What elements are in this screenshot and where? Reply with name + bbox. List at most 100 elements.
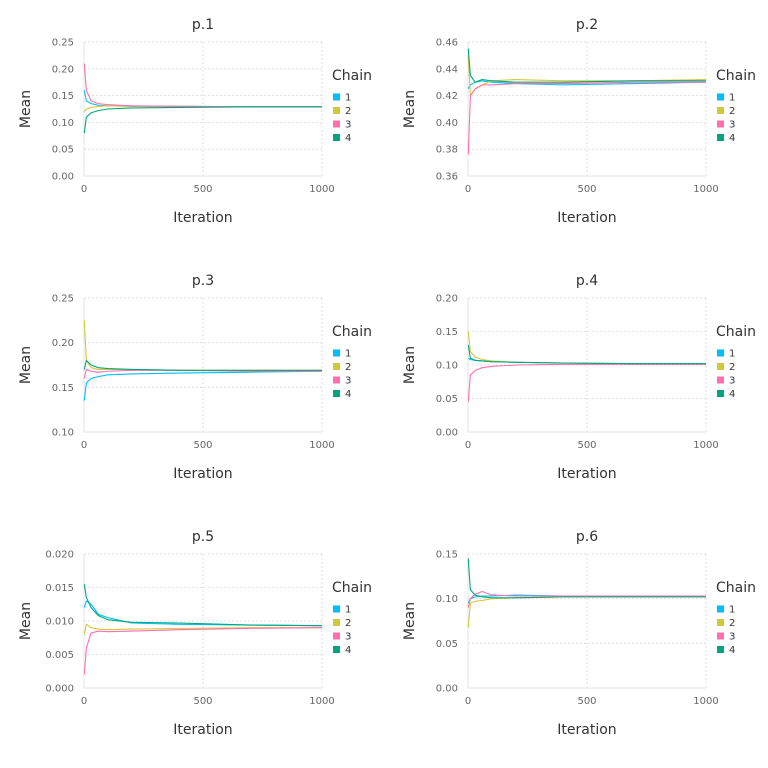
x-tick-label: 0 [465, 440, 471, 451]
y-axis-label: Mean [402, 602, 418, 640]
y-tick-label: 0.44 [436, 64, 458, 75]
x-tick-label: 0 [465, 184, 471, 195]
chart-panel-6: 0.00 0.05 0.10 0.15 0 500 1000 p.6 Iteration Mean… [402, 529, 756, 738]
chart-title: p.4 [576, 273, 598, 289]
x-tick-label: 500 [577, 440, 596, 451]
legend: Chain 1 2 3 4 [716, 324, 756, 400]
y-tick-label: 0.10 [436, 361, 458, 372]
x-tick-label: 0 [465, 696, 471, 707]
legend-label: 3 [729, 632, 735, 643]
chart-title: p.3 [192, 273, 214, 289]
x-tick-label: 500 [193, 440, 212, 451]
chart-title: p.5 [192, 529, 214, 545]
x-axis-label: Iteration [173, 466, 232, 482]
series-line-chain-3 [83, 63, 322, 108]
legend: Chain 1 2 3 4 [332, 324, 372, 400]
legend-swatch-chain-4 [717, 134, 724, 141]
y-tick-label: 0.00 [436, 428, 458, 439]
x-tick-label: 500 [193, 696, 212, 707]
legend-swatch-chain-4 [333, 390, 340, 397]
legend-label: 4 [345, 645, 351, 656]
legend-label: 3 [345, 376, 351, 387]
y-tick-label: 0.38 [436, 145, 458, 156]
legend-swatch-chain-1 [333, 93, 340, 101]
series-line-chain-2 [83, 623, 322, 635]
chart-panel-4: 0.00 0.05 0.10 0.15 0.20 0 500 1000 p.4 Iteration… [402, 273, 756, 482]
legend-swatch-chain-4 [333, 134, 340, 141]
x-tick-label: 1000 [693, 184, 718, 195]
y-tick-label: 0.25 [52, 38, 74, 49]
legend-swatch-chain-2 [333, 107, 340, 114]
legend-title: Chain [716, 324, 756, 340]
y-tick-label: 0.05 [52, 145, 74, 156]
legend-swatch-chain-1 [717, 605, 724, 613]
legend-label: 2 [345, 362, 351, 373]
y-tick-label: 0.15 [436, 327, 458, 338]
y-tick-label: 0.010 [45, 617, 74, 628]
legend-swatch-chain-2 [717, 363, 724, 370]
series-line-chain-4 [467, 558, 706, 599]
legend-label: 1 [729, 605, 735, 616]
x-tick-label: 0 [81, 440, 87, 451]
legend-label: 4 [729, 389, 735, 400]
legend-label: 3 [345, 120, 351, 131]
legend-swatch-chain-1 [333, 349, 340, 357]
legend-swatch-chain-1 [333, 605, 340, 613]
chart-panel-5: 0.000 0.005 0.010 0.015 0.020 0 500 1000 p.5 Iter… [18, 529, 372, 738]
legend-label: 1 [345, 605, 351, 616]
x-tick-label: 1000 [693, 440, 718, 451]
legend-title: Chain [332, 580, 372, 596]
series-line-chain-4 [83, 584, 323, 627]
x-tick-label: 0 [81, 184, 87, 195]
y-tick-label: 0.020 [45, 550, 74, 561]
chart-title: p.6 [576, 529, 598, 545]
y-tick-label: 0.20 [52, 338, 74, 349]
legend-swatch-chain-2 [333, 363, 340, 370]
legend-label: 4 [729, 133, 735, 144]
legend-swatch-chain-3 [717, 632, 724, 640]
y-tick-label: 0.00 [52, 172, 74, 183]
legend-swatch-chain-2 [717, 619, 724, 626]
series-line-chain-4 [467, 344, 706, 365]
legend-label: 2 [345, 106, 351, 117]
x-tick-label: 1000 [309, 440, 334, 451]
legend-title: Chain [716, 580, 756, 596]
series-line-chain-3 [467, 590, 706, 608]
chart-panel-2: 0.36 0.38 0.40 0.42 0.44 0.46 0 500 1000 p.2 Itera… [402, 17, 756, 226]
legend-label: 2 [729, 362, 735, 373]
legend-label: 4 [729, 645, 735, 656]
legend-label: 1 [729, 93, 735, 104]
series-line-chain-3 [83, 368, 322, 379]
legend-swatch-chain-1 [717, 93, 724, 101]
legend-swatch-chain-4 [717, 390, 724, 397]
legend-swatch-chain-3 [717, 120, 724, 128]
chart-title: p.1 [192, 17, 214, 33]
legend-swatch-chain-4 [717, 646, 724, 653]
legend-label: 3 [729, 120, 735, 131]
y-tick-label: 0.00 [436, 684, 458, 695]
legend-label: 4 [345, 133, 351, 144]
series-line-chain-1 [83, 600, 323, 627]
y-tick-label: 0.05 [436, 394, 458, 405]
grid [83, 297, 323, 433]
series-line-chain-3 [467, 363, 706, 402]
legend-label: 4 [345, 389, 351, 400]
y-axis-label: Mean [18, 602, 34, 640]
legend-swatch-chain-3 [333, 376, 340, 384]
legend-title: Chain [716, 68, 756, 84]
legend-swatch-chain-3 [333, 632, 340, 640]
legend-label: 2 [345, 618, 351, 629]
y-tick-label: 0.15 [436, 550, 458, 561]
y-tick-label: 0.36 [436, 172, 458, 183]
y-tick-label: 0.42 [436, 91, 458, 102]
y-tick-label: 0.10 [436, 594, 458, 605]
y-tick-label: 0.05 [436, 639, 458, 650]
grid [467, 553, 707, 689]
x-axis-label: Iteration [557, 466, 616, 482]
legend-swatch-chain-4 [333, 646, 340, 653]
series-line-chain-3 [467, 81, 706, 155]
chart-title: p.2 [576, 17, 598, 33]
y-tick-label: 0.25 [52, 294, 74, 305]
legend: Chain 1 2 3 4 [332, 68, 372, 144]
